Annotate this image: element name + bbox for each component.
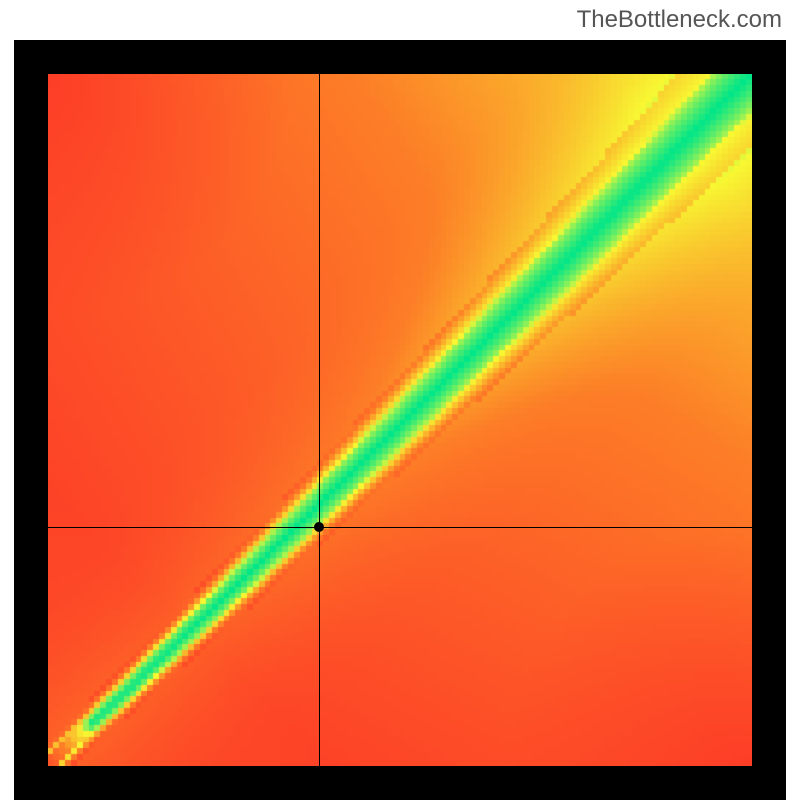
- watermark-text: TheBottleneck.com: [577, 6, 782, 34]
- root-container: TheBottleneck.com: [0, 0, 800, 800]
- marker-dot: [314, 522, 324, 532]
- crosshair-horizontal: [48, 527, 752, 528]
- plot-inner: [48, 74, 752, 766]
- heatmap-canvas: [48, 74, 752, 766]
- crosshair-vertical: [319, 74, 320, 766]
